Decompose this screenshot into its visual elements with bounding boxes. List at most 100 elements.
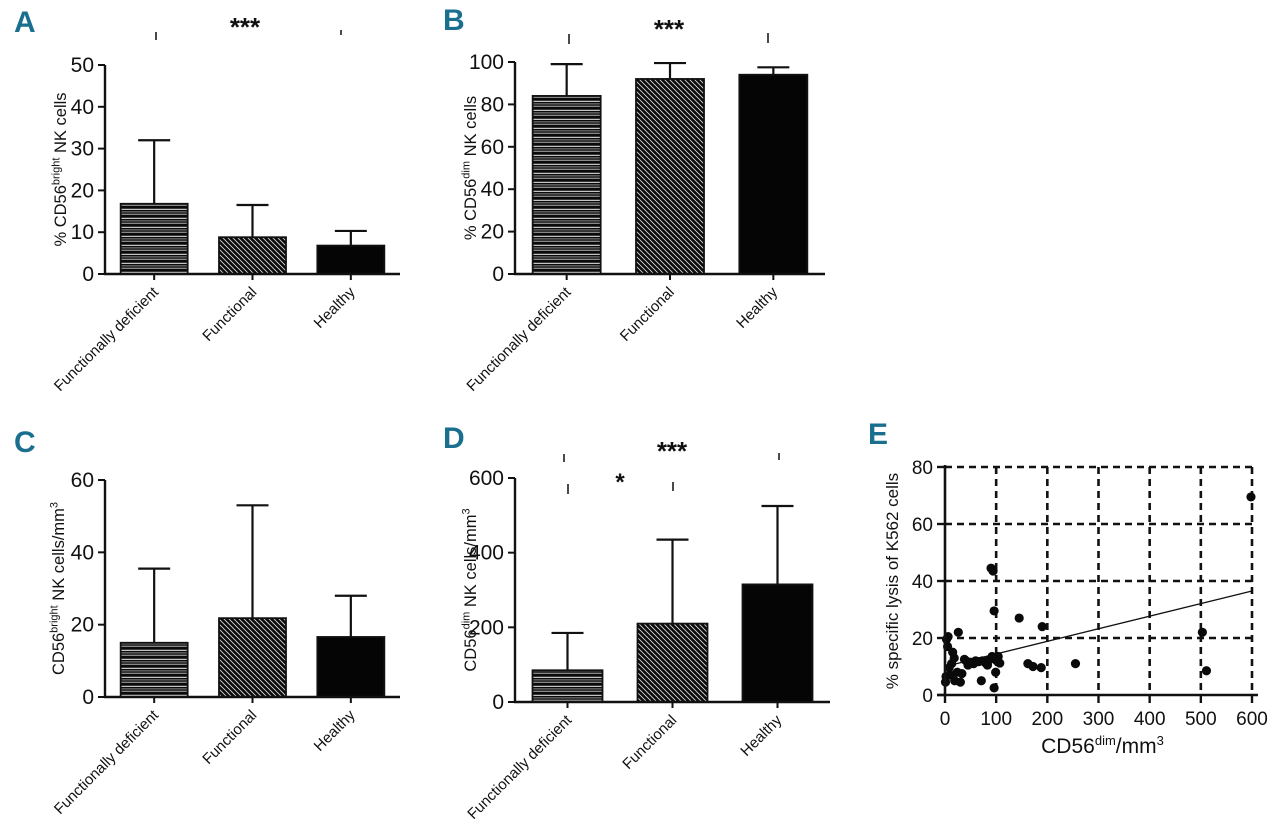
data-point	[995, 658, 1005, 668]
bar-b-2	[635, 78, 705, 275]
x-tick-label: 400	[1134, 709, 1166, 730]
bar-b-1	[531, 95, 602, 275]
x-tick-label: 0	[940, 709, 951, 730]
data-point	[989, 683, 999, 693]
y-tick-label: 200	[469, 616, 504, 639]
bar-panel-b: Functionally deficient Functional Healthy 0…	[461, 14, 825, 395]
category-label: Functionally deficient	[463, 283, 575, 395]
category-label: Healthy	[737, 711, 785, 759]
category-label: Healthy	[311, 706, 359, 754]
panel-letter-a: A	[14, 6, 36, 39]
bar-d-3	[741, 583, 814, 703]
data-point	[988, 566, 998, 576]
y-tick-label: 0	[82, 263, 94, 286]
y-tick-label: 30	[71, 138, 94, 161]
data-point	[1036, 663, 1046, 673]
y-tick-label: 20	[71, 179, 94, 202]
y-axis-title: % CD56bright​ NK cells	[51, 92, 70, 246]
bar-c-1	[119, 641, 189, 698]
category-label: Functional	[199, 707, 260, 768]
data-point	[1246, 492, 1256, 502]
y-tick-label: 0	[492, 263, 504, 286]
data-point	[991, 667, 1001, 677]
panel-letter-e: E	[868, 418, 889, 451]
bar-panel-a: Functionally deficient Functional Healthy 0…	[51, 12, 400, 395]
category-label: Functionally deficient	[464, 711, 576, 821]
bracket-remnant-mark	[563, 454, 565, 462]
y-tick-label: 0	[492, 691, 504, 714]
bracket-remnant-mark	[568, 34, 570, 44]
y-tick-label: 40	[912, 572, 933, 593]
bracket-remnant-mark	[340, 30, 342, 35]
x-tick-label: 200	[1031, 709, 1063, 730]
y-tick-label: 80	[912, 458, 933, 479]
bar-a-1	[119, 202, 189, 275]
x-tick-label: 100	[980, 709, 1012, 730]
significance-stars: *	[615, 469, 625, 496]
bracket-remnant-mark	[155, 32, 157, 40]
y-tick-label: 80	[481, 93, 504, 116]
y-tick-label: 600	[469, 467, 504, 490]
y-tick-label: 0	[922, 686, 933, 707]
y-tick-label: 20	[71, 614, 94, 637]
panel-letter-c: C	[14, 426, 36, 459]
data-point	[1028, 661, 1038, 672]
y-tick-label: 40	[71, 541, 94, 564]
y-tick-label: 10	[71, 221, 94, 244]
bar-panel-c: Functionally deficient Functional Healthy 0…	[49, 469, 400, 818]
bar-d-1	[531, 669, 604, 703]
y-tick-label: 40	[481, 178, 504, 201]
bar-panel-d: Functionally deficient Functional Healthy 0…	[461, 436, 830, 821]
data-point	[1201, 666, 1212, 676]
y-tick-label: 20	[912, 629, 933, 650]
category-label: Healthy	[733, 283, 781, 331]
y-tick-label: 40	[71, 96, 94, 119]
y-tick-label: 100	[469, 51, 504, 74]
category-label: Healthy	[311, 283, 359, 331]
data-point	[1014, 613, 1024, 623]
category-label: Functionally deficient	[51, 706, 163, 818]
bar-c-2	[218, 617, 287, 698]
data-point	[955, 677, 965, 687]
bar-c-3	[316, 636, 386, 698]
data-point	[976, 676, 986, 686]
y-tick-label: 20	[481, 221, 504, 244]
panel-letter-d: D	[443, 422, 465, 455]
category-label: Functional	[619, 712, 680, 773]
bracket-remnant-mark	[767, 33, 769, 43]
y-tick-label: 60	[481, 136, 504, 159]
bar-a-2	[218, 236, 287, 275]
significance-stars: ***	[230, 12, 261, 42]
category-label: Functional	[617, 284, 678, 345]
data-point	[989, 606, 999, 616]
x-tick-label: 500	[1185, 709, 1217, 730]
bar-a-3	[316, 244, 386, 275]
panel-letter-b: B	[443, 4, 465, 37]
x-tick-label: 300	[1083, 709, 1115, 730]
data-point	[953, 627, 963, 637]
bar-d-2	[636, 622, 709, 703]
category-label: Functionally deficient	[51, 283, 163, 395]
y-tick-label: 60	[912, 515, 933, 536]
data-point	[1070, 659, 1081, 669]
y-tick-label: 400	[469, 542, 504, 565]
y-tick-label: 60	[71, 469, 94, 492]
significance-stars: ***	[657, 436, 688, 466]
bracket-remnant-mark	[778, 453, 780, 460]
data-point	[949, 653, 959, 663]
scatter-panel-e: 0 100 200 300 400 500 600 0 20 40 60 80 CD56dim​/mm3…	[883, 458, 1268, 758]
x-axis-title: CD56dim​/mm3​	[1041, 733, 1164, 758]
category-label: Functional	[199, 284, 260, 345]
y-tick-label: 0	[82, 686, 94, 709]
bracket-remnant-mark	[672, 482, 674, 491]
data-point	[1037, 622, 1047, 632]
y-axis-title: CD56dim​ NK cells/mm3​	[461, 508, 480, 671]
data-point	[1197, 627, 1207, 637]
x-tick-label: 600	[1236, 709, 1268, 730]
bar-b-3	[738, 73, 809, 275]
y-axis-title: % CD56dim​ NK cells	[461, 96, 480, 240]
y-tick-label: 50	[71, 54, 94, 77]
data-point	[957, 669, 967, 679]
